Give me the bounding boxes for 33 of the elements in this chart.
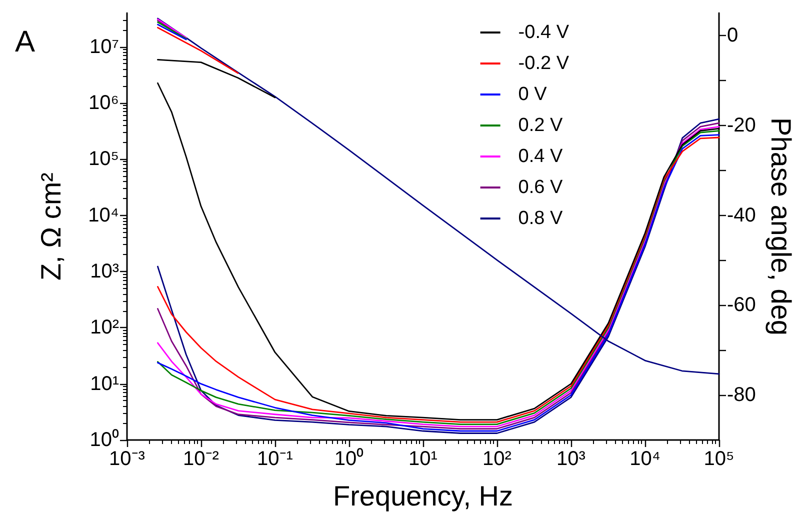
y2-tick-label: 0	[727, 24, 738, 46]
x-tick-label: 10³	[556, 448, 586, 470]
legend-label: 0.8 V	[518, 208, 563, 229]
chart-title: A	[15, 26, 36, 58]
y-tick-label: 10¹	[90, 372, 120, 395]
y-tick-label: 10⁴	[88, 204, 119, 226]
y2-tick-label: -40	[727, 204, 756, 226]
y2-tick-label: -60	[727, 294, 756, 316]
x-tick-label: 10⁻³	[109, 448, 146, 470]
y-tick-label: 10⁶	[88, 92, 119, 114]
x-tick-label: 10⁰	[334, 447, 364, 470]
y2-axis-title: Phase angle, deg	[765, 118, 796, 336]
legend-label: 0 V	[518, 84, 548, 105]
legend-label: -0.2 V	[518, 53, 570, 74]
y-tick-label: 10³	[90, 260, 120, 282]
x-tick-label: 10⁴	[630, 448, 660, 470]
y-tick-label: 10⁵	[88, 148, 119, 170]
legend-label: 0.2 V	[518, 115, 563, 136]
y-axis-title: Z, Ω cm²	[36, 172, 66, 281]
x-tick-label: 10²	[482, 448, 512, 470]
x-axis-title: Frequency, Hz	[333, 480, 513, 512]
y-tick-label: 10⁷	[90, 36, 119, 58]
y-tick-label: 10²	[90, 316, 120, 339]
y2-tick-label: -80	[727, 384, 756, 406]
x-tick-label: 10⁻²	[183, 448, 220, 470]
legend-label: 0.4 V	[518, 146, 563, 167]
x-tick-label: 10⁻¹	[257, 448, 294, 470]
x-tick-label: 10⁵	[704, 448, 734, 470]
legend-label: -0.4 V	[518, 22, 570, 43]
legend-label: 0.6 V	[518, 177, 563, 198]
y-tick-label: 10⁰	[90, 428, 119, 451]
x-tick-label: 10¹	[408, 448, 438, 470]
y2-tick-label: -20	[727, 114, 756, 136]
